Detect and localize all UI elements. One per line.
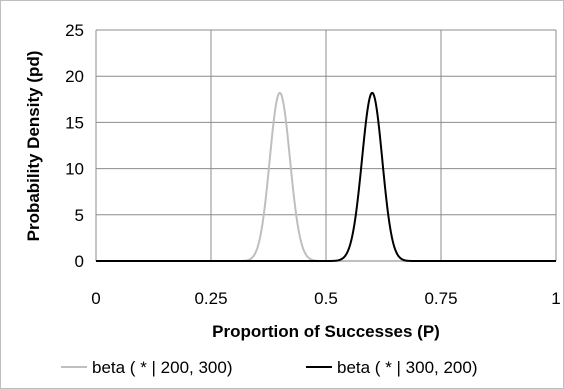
- y-tick-label: 5: [75, 206, 84, 225]
- legend: beta ( * | 200, 300) beta ( * | 300, 200): [61, 358, 478, 377]
- y-axis-title: Probability Density (pd): [24, 51, 43, 242]
- tick-labels: 0 5 10 15 20 25 0 0.25 0.5 0.75 1: [65, 21, 561, 308]
- legend-label-2: beta ( * | 300, 200): [337, 358, 478, 377]
- series-line-2: [95, 91, 557, 262]
- x-tick-label: 0.25: [194, 289, 227, 308]
- series-lines: [95, 91, 557, 262]
- legend-label-1: beta ( * | 200, 300): [92, 358, 233, 377]
- y-tick-label: 15: [65, 113, 84, 132]
- x-axis-title: Proportion of Successes (P): [212, 322, 440, 341]
- grid-lines: [95, 29, 557, 262]
- y-tick-label: 0: [75, 252, 84, 271]
- x-tick-label: 0: [91, 289, 100, 308]
- y-tick-label: 10: [65, 160, 84, 179]
- x-tick-label: 0.75: [424, 289, 457, 308]
- y-tick-label: 20: [65, 67, 84, 86]
- x-tick-label: 0.5: [314, 289, 338, 308]
- y-tick-label: 25: [65, 21, 84, 40]
- x-tick-label: 1: [551, 289, 560, 308]
